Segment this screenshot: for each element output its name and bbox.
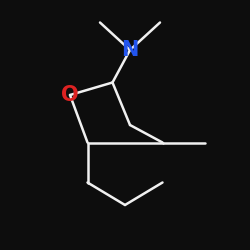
Text: N: N (121, 40, 139, 60)
Text: O: O (61, 85, 79, 105)
